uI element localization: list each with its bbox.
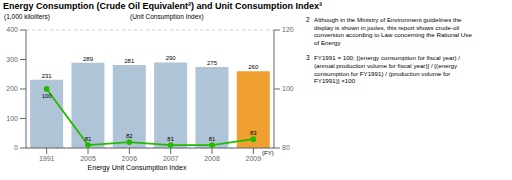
svg-text:231: 231 xyxy=(42,73,53,79)
html-text:(Unit Consumption Index): (Unit Consumption Index) xyxy=(130,13,204,20)
svg-text:260: 260 xyxy=(248,64,259,70)
svg-text:200: 200 xyxy=(8,85,18,92)
svg-text:1991: 1991 xyxy=(39,155,55,162)
svg-text:100: 100 xyxy=(282,85,294,92)
svg-text:2005: 2005 xyxy=(80,155,96,162)
svg-text:81: 81 xyxy=(85,136,92,142)
svg-text:83: 83 xyxy=(250,130,257,136)
svg-text:2008: 2008 xyxy=(204,155,220,162)
svg-text:81: 81 xyxy=(209,136,216,142)
svg-text:120: 120 xyxy=(282,26,294,33)
svg-text:2006: 2006 xyxy=(122,155,138,162)
svg-text:82: 82 xyxy=(126,133,133,139)
svg-text:0: 0 xyxy=(14,144,18,151)
html-text:3: 3 xyxy=(306,54,310,62)
html-text:(FY): (FY) xyxy=(262,150,274,156)
svg-text:80: 80 xyxy=(282,144,290,151)
html-text:Although in the Ministry of En: Although in the Ministry of Environment … xyxy=(314,16,472,46)
svg-text:100: 100 xyxy=(42,93,53,99)
svg-text:100: 100 xyxy=(8,115,18,122)
html-text:FY1991 = 100; [(energy consump: FY1991 = 100; [(energy consumption for f… xyxy=(314,54,460,85)
html-text:(1,000 kiloliters): (1,000 kiloliters) xyxy=(4,13,50,20)
svg-text:2007: 2007 xyxy=(163,155,179,162)
svg-text:300: 300 xyxy=(8,56,18,63)
html-text:2: 2 xyxy=(306,16,310,23)
svg-text:281: 281 xyxy=(124,58,135,64)
html-text:Energy Consumption (Crude Oil: Energy Consumption (Crude Oil Equivalent… xyxy=(3,1,322,11)
html-text:Energy Unit Consumption Index: Energy Unit Consumption Index xyxy=(87,164,187,171)
svg-text:2009: 2009 xyxy=(246,155,262,162)
svg-text:290: 290 xyxy=(166,55,177,61)
svg-text:289: 289 xyxy=(83,56,94,62)
svg-text:275: 275 xyxy=(207,60,218,66)
svg-text:81: 81 xyxy=(167,136,174,142)
svg-text:400: 400 xyxy=(8,26,18,33)
